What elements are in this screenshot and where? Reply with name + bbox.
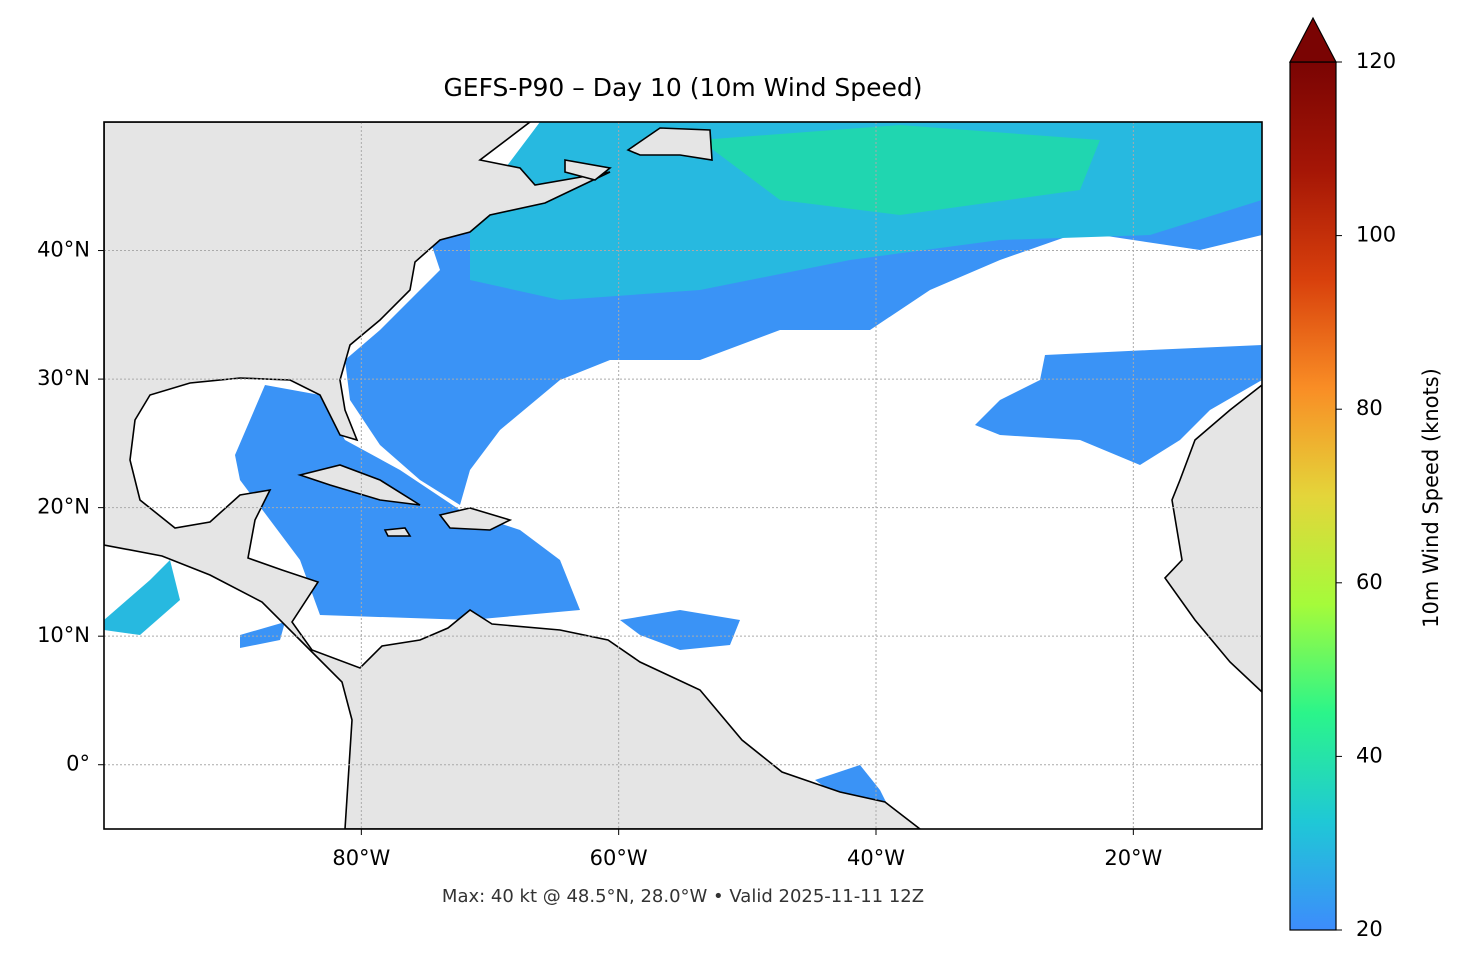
y-tick-label: 0° <box>66 752 90 776</box>
colorbar <box>1289 61 1337 931</box>
colorbar-tick-label: 100 <box>1356 223 1396 247</box>
colorbar-tick-label: 60 <box>1356 570 1383 594</box>
x-tick-label: 40°W <box>847 846 905 870</box>
map <box>104 122 1262 829</box>
colorbar-extend <box>1289 16 1337 63</box>
x-tick-label: 60°W <box>590 846 648 870</box>
wind-field <box>104 122 1262 810</box>
colorbar-tick-label: 80 <box>1356 396 1383 420</box>
x-tick-label: 80°W <box>332 846 390 870</box>
y-tick-label: 20°N <box>37 495 90 519</box>
map-frame <box>103 121 1263 830</box>
y-tick-label: 30°N <box>37 366 90 390</box>
colorbar-label: 10m Wind Speed (knots) <box>1419 368 1443 628</box>
y-tick-label: 10°N <box>37 623 90 647</box>
y-tick-label: 40°N <box>37 238 90 262</box>
colorbar-tick-label: 20 <box>1356 917 1383 941</box>
colorbar-tick-label: 40 <box>1356 743 1383 767</box>
footnote: Max: 40 kt @ 48.5°N, 28.0°W • Valid 2025… <box>442 886 924 907</box>
colorbar-tick-label: 120 <box>1356 49 1396 73</box>
chart-title: GEFS-P90 – Day 10 (10m Wind Speed) <box>443 73 922 102</box>
x-tick-label: 20°W <box>1104 846 1162 870</box>
land <box>104 122 1262 829</box>
